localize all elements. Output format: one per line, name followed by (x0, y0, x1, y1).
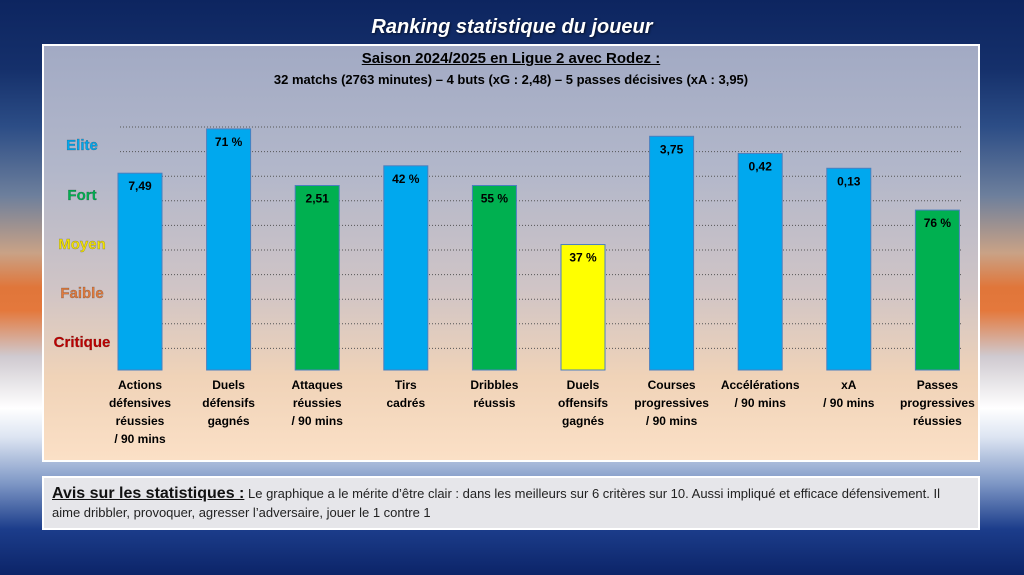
chart-bar (737, 153, 783, 371)
chart-subtitle: 32 matchs (2763 minutes) – 4 buts (xG : … (273, 72, 749, 87)
bar-value-label: 2,51 (306, 192, 330, 206)
chart-bar (294, 185, 340, 371)
bar-value-label: 37 % (569, 251, 597, 265)
bar-value-label: 0,42 (749, 160, 773, 174)
comment-box: Avis sur les statistiques : Le graphique… (42, 476, 980, 530)
category-label: Dribbles (470, 378, 518, 392)
category-label: Passes (917, 378, 959, 392)
category-label: Tirs (395, 378, 417, 392)
category-label: réussies (293, 396, 342, 410)
category-label: Actions (118, 378, 162, 392)
chart-bar (560, 244, 606, 371)
category-label: progressives (900, 396, 975, 410)
category-label: Attaques (292, 378, 344, 392)
chart-bar (471, 185, 517, 371)
comment-text: Le graphique a le mérite d’être clair : … (52, 486, 940, 520)
page-title: Ranking statistique du joueur (371, 16, 653, 38)
chart-bar (826, 167, 872, 371)
category-label: / 90 mins (823, 396, 875, 410)
category-label: offensifs (558, 396, 608, 410)
level-label: Moyen (58, 236, 106, 253)
level-label: Elite (66, 137, 98, 154)
category-label: / 90 mins (114, 432, 166, 446)
comment-label: Avis sur les statistiques : (52, 485, 245, 502)
category-label: défensives (109, 396, 171, 410)
chart-bar (117, 172, 163, 371)
category-label: réussies (913, 414, 962, 428)
level-label: Fort (67, 187, 96, 204)
category-label: Courses (648, 378, 696, 392)
category-label: réussies (116, 414, 165, 428)
bar-value-label: 76 % (924, 216, 952, 230)
bar-value-label: 0,13 (837, 174, 861, 188)
category-label: / 90 mins (646, 414, 698, 428)
bar-value-label: 71 % (215, 135, 243, 149)
category-label: défensifs (202, 396, 255, 410)
chart-bar (914, 209, 960, 371)
bar-value-label: 42 % (392, 172, 420, 186)
category-label: / 90 mins (292, 414, 344, 428)
category-label: réussis (473, 396, 515, 410)
chart-title: Saison 2024/2025 en Ligue 2 avec Rodez : (361, 50, 661, 67)
level-label: Critique (54, 334, 111, 351)
chart-bar (383, 165, 429, 371)
category-label: cadrés (386, 396, 425, 410)
category-label: progressives (634, 396, 709, 410)
chart-bar (206, 128, 252, 371)
chart-panel: Saison 2024/2025 en Ligue 2 avec Rodez :… (42, 44, 980, 462)
category-label: gagnés (208, 414, 250, 428)
level-label: Faible (60, 285, 103, 302)
category-label: Duels (212, 378, 245, 392)
bar-chart: Elite Fort Moyen Faible Critique 7,49 Actions d… (53, 126, 975, 446)
category-label: xA (841, 378, 857, 392)
chart-bar (649, 135, 695, 371)
bar-value-label: 3,75 (660, 142, 684, 156)
category-label: / 90 mins (735, 396, 787, 410)
category-label: Accélérations (721, 378, 800, 392)
bar-value-label: 55 % (481, 192, 509, 206)
bar-value-label: 7,49 (128, 179, 152, 193)
category-label: Duels (567, 378, 600, 392)
category-label: gagnés (562, 414, 604, 428)
